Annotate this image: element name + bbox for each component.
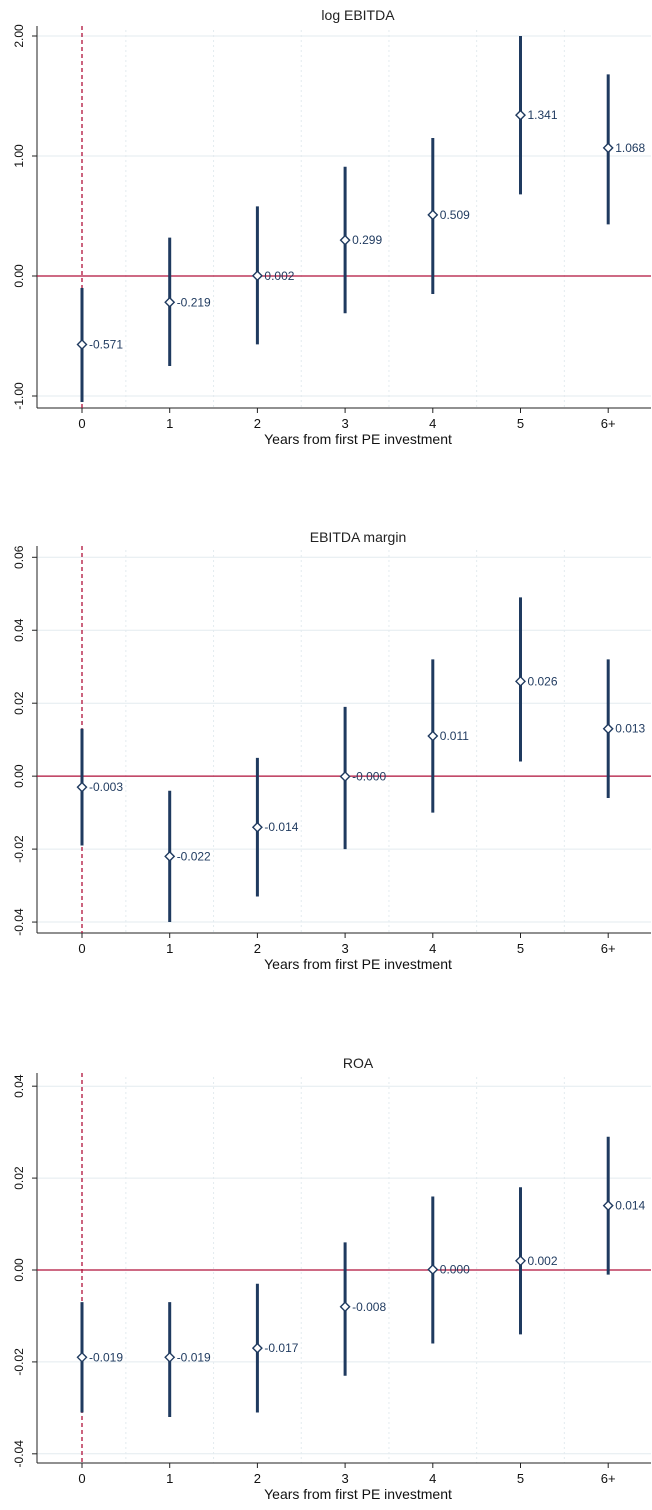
x-tick-label: 3 xyxy=(341,416,348,431)
point-estimate-marker xyxy=(515,109,526,121)
point-estimate-label: 0.002 xyxy=(528,1254,558,1268)
point-estimate-label: -0.219 xyxy=(177,295,211,309)
point-estimate-label: -0.003 xyxy=(89,780,123,794)
point-estimate-marker xyxy=(602,1200,614,1212)
y-tick-label: 0.00 xyxy=(12,264,26,288)
point-estimate-marker xyxy=(76,781,88,793)
y-tick-label: 1.00 xyxy=(12,144,26,168)
y-tick-label: 0.06 xyxy=(12,545,26,569)
point-estimate-label: 0.011 xyxy=(440,729,469,743)
chart-title: ROA xyxy=(343,1055,374,1071)
point-estimate-marker xyxy=(602,723,614,735)
point-estimate-label: 0.002 xyxy=(264,269,294,283)
y-tick-label: 0.02 xyxy=(12,691,26,715)
x-tick-label: 0 xyxy=(78,416,85,431)
point-estimate-marker xyxy=(515,1255,526,1267)
point-estimate-label: 0.014 xyxy=(615,1199,645,1213)
x-tick-label: 5 xyxy=(517,1471,524,1486)
y-tick-label: 0.00 xyxy=(12,1258,26,1282)
point-estimate-marker xyxy=(602,142,614,154)
x-tick-label: 6+ xyxy=(601,941,616,956)
y-tick-label: -0.04 xyxy=(12,908,26,936)
x-tick-label: 5 xyxy=(517,416,524,431)
point-estimate-marker xyxy=(164,296,176,308)
point-estimate-marker xyxy=(76,1351,88,1363)
chart-panel-1: -0.04 -0.02 0.00 0.02 0.04 0.06 0 1 2 3 4 5 6+ Years … xyxy=(12,529,651,972)
x-tick-label: 0 xyxy=(78,1471,85,1486)
x-tick-label: 2 xyxy=(254,416,261,431)
point-estimate-label: 0.509 xyxy=(440,208,470,222)
chart-title: EBITDA margin xyxy=(310,529,406,545)
point-estimate-label: -0.019 xyxy=(177,1350,211,1364)
y-tick-label: -0.02 xyxy=(12,835,26,863)
y-tick-label: -1.00 xyxy=(12,382,26,410)
y-tick-label: 0.00 xyxy=(12,764,26,788)
point-estimate-label: 1.341 xyxy=(528,108,558,122)
x-tick-label: 2 xyxy=(254,941,261,956)
x-tick-label: 1 xyxy=(166,1471,173,1486)
point-estimate-label: -0.014 xyxy=(264,820,298,834)
chart-panel-0: -1.00 0.00 1.00 2.00 0 1 2 3 4 5 6+ Years from firs… xyxy=(12,7,651,447)
x-axis-title: Years from first PE investment xyxy=(264,431,452,447)
point-estimate-label: -0.000 xyxy=(352,770,386,784)
chart-panel-2: -0.04 -0.02 0.00 0.02 0.04 0 1 2 3 4 5 6+ Years from… xyxy=(12,1055,651,1502)
point-estimate-marker xyxy=(251,1342,263,1354)
point-estimate-label: 0.000 xyxy=(440,1263,470,1277)
point-estimate-marker xyxy=(76,339,88,351)
x-tick-label: 4 xyxy=(429,1471,436,1486)
x-tick-label: 1 xyxy=(166,941,173,956)
x-tick-label: 4 xyxy=(429,416,436,431)
point-estimate-marker xyxy=(339,771,351,783)
x-tick-label: 1 xyxy=(166,416,173,431)
point-estimate-marker xyxy=(339,234,351,246)
y-tick-label: 0.04 xyxy=(12,1074,26,1098)
point-estimate-label: -0.019 xyxy=(89,1350,123,1364)
x-tick-label: 4 xyxy=(429,941,436,956)
point-estimate-label: 1.068 xyxy=(615,141,645,155)
point-estimate-label: -0.571 xyxy=(89,338,123,352)
point-estimate-marker xyxy=(515,675,526,687)
point-estimate-marker xyxy=(251,270,263,282)
x-tick-label: 6+ xyxy=(601,1471,616,1486)
point-estimate-label: -0.008 xyxy=(352,1300,386,1314)
point-estimate-label: 0.026 xyxy=(528,674,558,688)
point-estimate-label: -0.017 xyxy=(264,1341,298,1355)
x-tick-label: 3 xyxy=(341,941,348,956)
x-axis-title: Years from first PE investment xyxy=(264,1486,452,1502)
x-tick-label: 2 xyxy=(254,1471,261,1486)
y-tick-label: -0.02 xyxy=(12,1348,26,1376)
x-tick-label: 6+ xyxy=(601,416,616,431)
x-axis-title: Years from first PE investment xyxy=(264,956,452,972)
x-tick-label: 0 xyxy=(78,941,85,956)
point-estimate-label: -0.022 xyxy=(177,849,211,863)
point-estimate-label: 0.013 xyxy=(615,722,645,736)
x-tick-label: 5 xyxy=(517,941,524,956)
point-estimate-marker xyxy=(164,850,176,862)
y-tick-label: 2.00 xyxy=(12,24,26,48)
point-estimate-marker xyxy=(427,1264,439,1276)
point-estimate-marker xyxy=(251,821,263,833)
y-tick-label: 0.04 xyxy=(12,618,26,642)
point-estimate-marker xyxy=(427,209,439,221)
y-tick-label: -0.04 xyxy=(12,1440,26,1468)
point-estimate-label: 0.299 xyxy=(352,233,382,247)
point-estimate-marker xyxy=(427,730,439,742)
point-estimate-marker xyxy=(164,1351,176,1363)
point-estimate-marker xyxy=(339,1301,351,1313)
x-tick-label: 3 xyxy=(341,1471,348,1486)
chart-title: log EBITDA xyxy=(321,7,395,23)
y-tick-label: 0.02 xyxy=(12,1166,26,1190)
